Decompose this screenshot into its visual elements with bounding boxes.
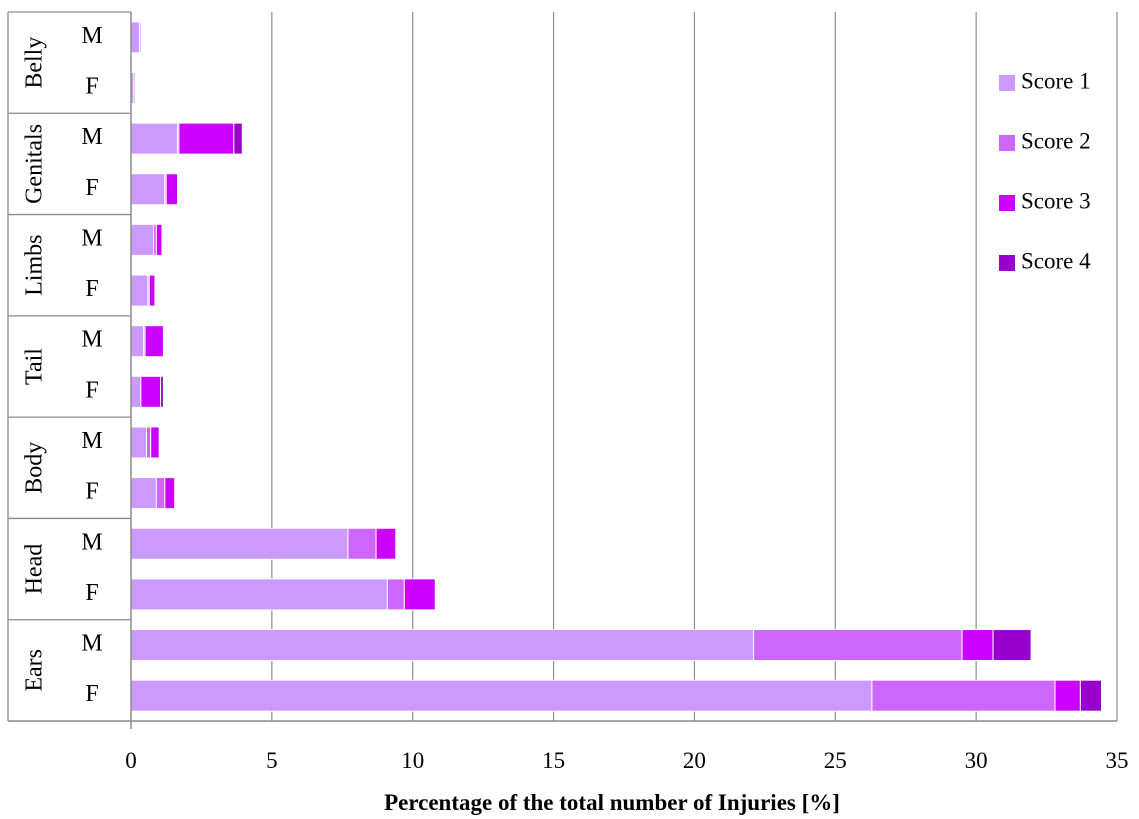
bar-segment-score-1 [130,21,140,54]
bar-segment-score-4 [160,375,164,408]
x-tick-label: 35 [1106,748,1129,773]
x-tick-label: 10 [401,748,424,773]
sex-label: F [85,681,98,707]
x-tick-label: 25 [824,748,847,773]
bar-segment-score-1 [130,325,145,358]
bar-segment-score-4 [1079,679,1103,712]
bar-segment-score-3 [165,173,178,206]
legend-swatch-score-3 [999,195,1015,211]
bar-segment-score-2 [145,426,152,459]
group-label-limbs: Limbs [22,235,48,296]
sex-label: F [85,175,98,201]
bar-segment-score-3 [1054,679,1081,712]
bar-segment-score-1 [130,223,155,256]
sex-label: M [81,327,102,353]
bar-segment-score-3 [144,325,164,358]
group-label-head: Head [22,544,48,595]
x-tick-label: 5 [266,748,278,773]
bar-segment-score-3 [375,527,397,560]
sex-label: M [81,631,102,657]
bar-segment-score-3 [148,274,156,307]
sex-label: F [85,580,98,606]
sex-label: M [81,428,102,454]
group-label-genitals: Genitals [22,124,48,204]
bar-segment-score-2 [138,21,142,54]
bar-segment-score-4 [992,629,1032,662]
legend-swatch-score-2 [999,135,1015,151]
bar-segment-score-2 [386,578,405,611]
group-label-ears: Ears [22,649,48,692]
bar-segment-score-3 [155,223,163,256]
sex-label: M [81,529,102,555]
x-tick-label: 15 [542,748,565,773]
sex-label: F [85,73,98,99]
legend-label-score-3: Score 3 [1021,188,1091,213]
bar-segment-score-1 [130,629,755,662]
bar-segment-score-1 [130,477,157,510]
x-tick-label: 20 [683,748,706,773]
bar-segment-score-2 [347,527,377,560]
bar-segment-score-1 [130,426,147,459]
sex-label: F [85,377,98,403]
group-label-tail: Tail [22,348,48,385]
legend-label-score-1: Score 1 [1021,68,1091,93]
sex-label: F [85,276,98,302]
bar-segment-score-2 [753,629,963,662]
bar-segment-score-1 [130,173,166,206]
sex-label: M [81,23,102,49]
bar-segment-score-3 [178,122,235,155]
grid-lines [271,12,1118,721]
legend-swatch-score-1 [999,75,1015,91]
legend: Score 1 Score 2 Score 3 Score 4 [999,68,1091,273]
group-label-body: Body [22,442,48,494]
bar-segment-score-1 [130,375,142,408]
sex-label: M [81,124,102,150]
bar-segment-score-1 [130,274,149,307]
legend-swatch-score-4 [999,255,1015,271]
sex-label: M [81,225,102,251]
bar-segment-score-4 [233,122,243,155]
legend-label-score-4: Score 4 [1021,248,1091,273]
group-label-belly: Belly [22,37,48,89]
x-axis-title: Percentage of the total number of Injuri… [384,790,840,815]
bar-segment-score-3 [961,629,994,662]
bar-segment-score-3 [164,477,176,510]
bar-segment-score-3 [140,375,162,408]
bars [130,21,1103,712]
bar-segment-score-1 [130,578,388,611]
bar-segment-score-2 [155,477,166,510]
bar-segment-score-2 [871,679,1056,712]
bar-segment-score-3 [403,578,436,611]
sex-label: F [85,479,98,505]
x-tick-label: 0 [125,748,137,773]
legend-label-score-2: Score 2 [1021,128,1091,153]
bar-segment-score-2 [133,71,136,104]
x-tick-label: 30 [965,748,988,773]
bar-segment-score-1 [130,122,178,155]
bar-segment-score-1 [130,679,873,712]
bar-segment-score-3 [150,426,160,459]
bar-segment-score-1 [130,527,349,560]
